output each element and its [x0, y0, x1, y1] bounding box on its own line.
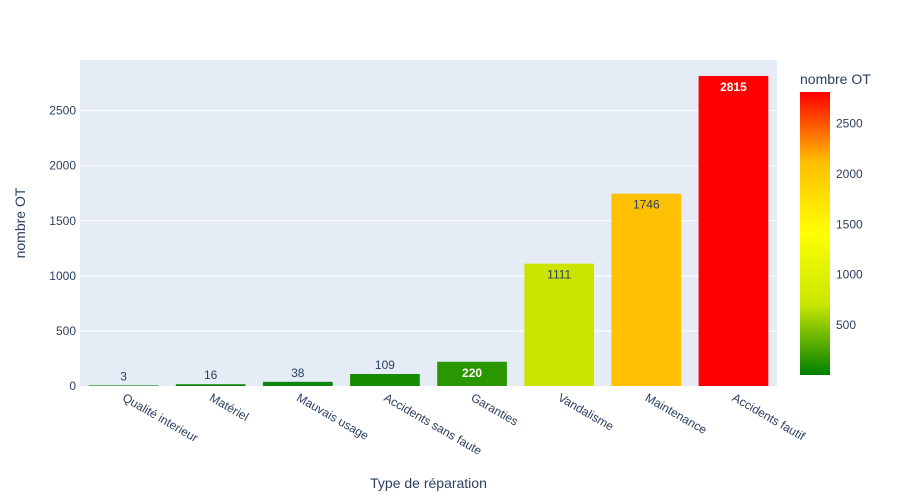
bar [88, 385, 159, 386]
data-label: 109 [375, 358, 395, 372]
x-axis-title: Type de réparation [370, 475, 487, 491]
bar [350, 373, 420, 386]
y-tick-label: 1500 [49, 214, 76, 228]
y-tick-label: 2500 [49, 104, 76, 118]
bar [611, 193, 682, 386]
x-tick-label: Maintenance [643, 390, 710, 437]
y-tick-label: 2000 [49, 159, 76, 173]
y-tick-label: 0 [69, 379, 76, 393]
colorbar-tick-label: 2000 [836, 167, 863, 181]
data-label: 220 [462, 366, 482, 380]
data-label: 1746 [633, 198, 660, 212]
x-tick-label: Matériel [207, 390, 251, 423]
x-tick-label: Qualité interieur [120, 390, 200, 444]
bar [262, 381, 333, 386]
colorbar: nombre OT 500 1000 1500 2000 2500 [800, 71, 871, 375]
colorbar-tick-label: 500 [836, 318, 856, 332]
data-label: 38 [291, 366, 305, 380]
x-tick-labels: Qualité interieur Matériel Mauvais usage Ac… [120, 390, 808, 458]
colorbar-tick-label: 1500 [836, 217, 863, 231]
x-tick-label: Mauvais usage [294, 390, 371, 443]
y-axis-title: nombre OT [12, 187, 28, 258]
bars [88, 75, 769, 386]
colorbar-title: nombre OT [800, 71, 871, 87]
colorbar-gradient [800, 92, 830, 375]
x-tick-label: Accidents fautif [730, 390, 808, 443]
bar [175, 384, 246, 386]
y-tick-label: 1000 [49, 269, 76, 283]
colorbar-tick-label: 2500 [836, 117, 863, 131]
x-tick-label: Garanties [469, 390, 521, 428]
x-tick-label: Vandalisme [556, 390, 617, 433]
data-label: 2815 [720, 80, 747, 94]
data-label: 3 [120, 370, 127, 384]
data-label: 16 [204, 368, 218, 382]
bar [698, 75, 769, 386]
data-label: 1111 [547, 268, 571, 282]
colorbar-tick-labels: 500 1000 1500 2000 2500 [836, 117, 863, 332]
y-tick-label: 500 [56, 324, 76, 338]
data-labels: 3 16 38 109 220 1111 1746 2815 [120, 80, 747, 384]
y-tick-labels: 0 500 1000 1500 2000 2500 [49, 104, 76, 393]
bar [524, 263, 595, 386]
bar [437, 361, 507, 386]
colorbar-tick-label: 1000 [836, 268, 863, 282]
